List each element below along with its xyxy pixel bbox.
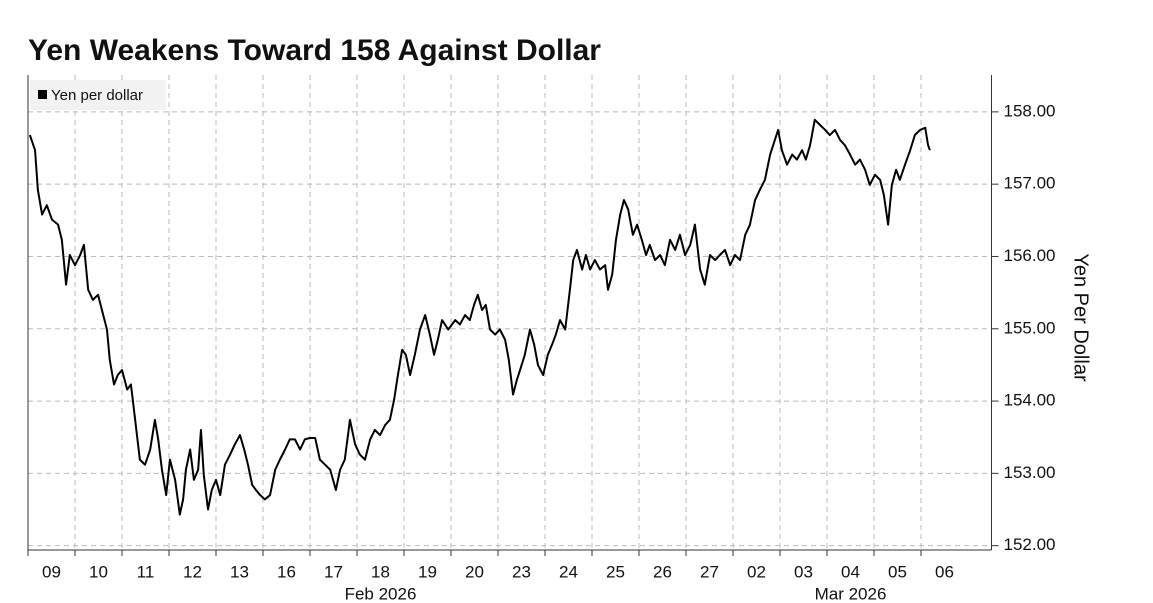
legend-label: Yen per dollar [51,87,143,104]
x-tick-label: 20 [465,562,484,581]
y-tick-label: 152.00 [1004,535,1056,554]
chart-title: Yen Weakens Toward 158 Against Dollar [28,34,601,67]
y-tick-label: 155.00 [1004,318,1056,337]
y-tick-label: 156.00 [1004,246,1056,265]
x-tick-label: 03 [794,562,813,581]
x-tick-label: 09 [42,562,61,581]
x-tick-label: 11 [137,562,155,581]
x-tick-label: 25 [606,562,625,581]
y-tick-label: 158.00 [1004,101,1056,120]
x-tick-label: 06 [935,562,954,581]
x-tick-label: 04 [841,562,860,581]
y-tick-label: 153.00 [1004,463,1056,482]
x-tick-label: 12 [183,562,202,581]
x-tick-label: 05 [888,562,907,581]
y-axis-label: Yen Per Dollar [1070,253,1092,382]
x-tick-label: 23 [512,562,531,581]
data-line [28,118,931,516]
x-tick-label: 10 [89,562,108,581]
x-tick-label: 27 [700,562,719,581]
x-tick-label: 16 [277,562,296,581]
x-tick-label: 13 [230,562,249,581]
legend-box [30,80,166,110]
x-tick-label: 19 [418,562,437,581]
y-tick-label: 154.00 [1004,391,1056,410]
x-tick-label: 18 [371,562,390,581]
y-tick-label: 157.00 [1004,174,1056,193]
x-tick-label: 02 [747,562,766,581]
x-tick-label: 24 [559,562,578,581]
x-month-label: Feb 2026 [345,584,417,603]
x-tick-label: 17 [324,562,343,581]
x-tick-label: 26 [653,562,672,581]
x-month-label: Mar 2026 [815,584,887,603]
legend-swatch [38,90,47,99]
